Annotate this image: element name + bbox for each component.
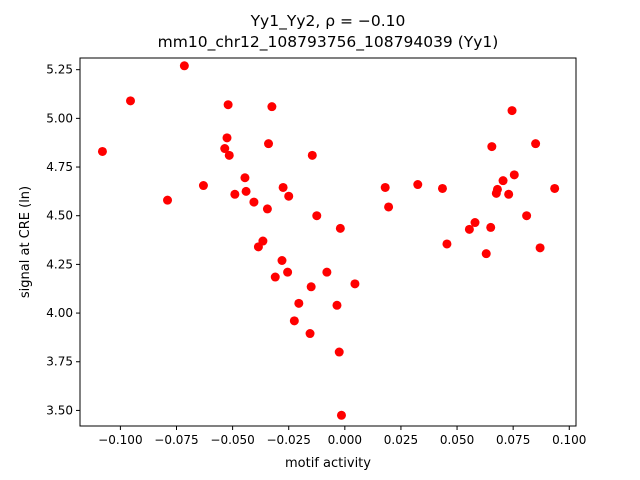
data-point: [306, 282, 316, 292]
y-axis-label: signal at CRE (ln): [18, 186, 33, 298]
x-tick-label: 0.000: [328, 433, 362, 447]
data-point: [284, 191, 294, 201]
data-point: [249, 197, 259, 207]
data-point: [223, 100, 233, 110]
data-point: [241, 186, 251, 196]
data-point: [504, 189, 514, 199]
y-tick-label: 4.00: [46, 306, 73, 320]
plot-area-frame: [79, 57, 577, 427]
data-point: [307, 150, 317, 160]
x-axis-ticks: −0.100 −0.075 −0.050 −0.025 0.000 0.025 0.050 0…: [98, 426, 586, 447]
data-point: [498, 176, 508, 186]
data-point: [492, 184, 502, 194]
data-point: [442, 239, 452, 249]
data-point: [294, 298, 304, 308]
y-axis-ticks: 3.50 3.75 4.00 4.25 4.50 4.75 5.00 5.25: [46, 63, 80, 417]
data-point: [289, 316, 299, 326]
data-point: [220, 144, 230, 154]
x-tick-label: −0.100: [98, 433, 142, 447]
data-point: [222, 133, 232, 143]
data-point: [470, 218, 480, 228]
y-tick-label: 4.25: [46, 257, 73, 271]
data-point: [535, 243, 545, 253]
y-tick-label: 4.50: [46, 209, 73, 223]
chart-title-line-1: Yy1_Yy2, ρ = −0.10: [250, 12, 406, 30]
data-point: [125, 96, 135, 106]
data-point: [270, 272, 280, 282]
data-points: [97, 61, 560, 420]
chart-title-line-2: mm10_chr12_108793756_108794039 (Yy1): [157, 33, 499, 51]
x-tick-label: 0.100: [552, 433, 586, 447]
y-tick-label: 5.00: [46, 111, 73, 125]
data-point: [278, 182, 288, 192]
x-tick-label: 0.050: [440, 433, 474, 447]
data-point: [277, 255, 287, 265]
data-point: [481, 249, 491, 259]
data-point: [507, 106, 517, 116]
data-point: [334, 347, 344, 357]
data-point: [179, 61, 189, 71]
data-point: [163, 195, 173, 205]
data-point: [531, 139, 541, 149]
data-point: [384, 202, 394, 212]
data-point: [305, 329, 315, 339]
data-point: [335, 223, 345, 233]
y-tick-label: 3.50: [46, 403, 73, 417]
data-point: [332, 300, 342, 310]
x-tick-label: −0.025: [267, 433, 311, 447]
data-point: [322, 267, 332, 277]
data-point: [336, 410, 346, 420]
x-tick-label: −0.075: [154, 433, 198, 447]
x-axis-label: motif activity: [285, 456, 371, 471]
data-point: [240, 173, 250, 183]
y-tick-label: 3.75: [46, 355, 73, 369]
data-point: [267, 102, 277, 112]
data-point: [230, 189, 240, 199]
x-tick-label: 0.075: [496, 433, 530, 447]
data-point: [198, 181, 208, 191]
data-point: [350, 279, 360, 289]
data-point: [97, 146, 107, 156]
data-point: [486, 222, 496, 232]
data-point: [380, 182, 390, 192]
data-point: [522, 211, 532, 221]
data-point: [312, 211, 322, 221]
data-point: [262, 204, 272, 214]
data-point: [264, 139, 274, 149]
data-point: [509, 170, 519, 180]
y-tick-label: 4.75: [46, 160, 73, 174]
data-point: [550, 183, 560, 193]
data-point: [413, 180, 423, 190]
data-point: [224, 150, 234, 160]
data-point: [487, 142, 497, 152]
y-tick-label: 5.25: [46, 63, 73, 77]
x-tick-label: −0.050: [210, 433, 254, 447]
data-point: [283, 267, 293, 277]
data-point: [437, 183, 447, 193]
x-tick-label: 0.025: [384, 433, 418, 447]
data-point: [464, 224, 474, 234]
data-point: [258, 236, 268, 246]
